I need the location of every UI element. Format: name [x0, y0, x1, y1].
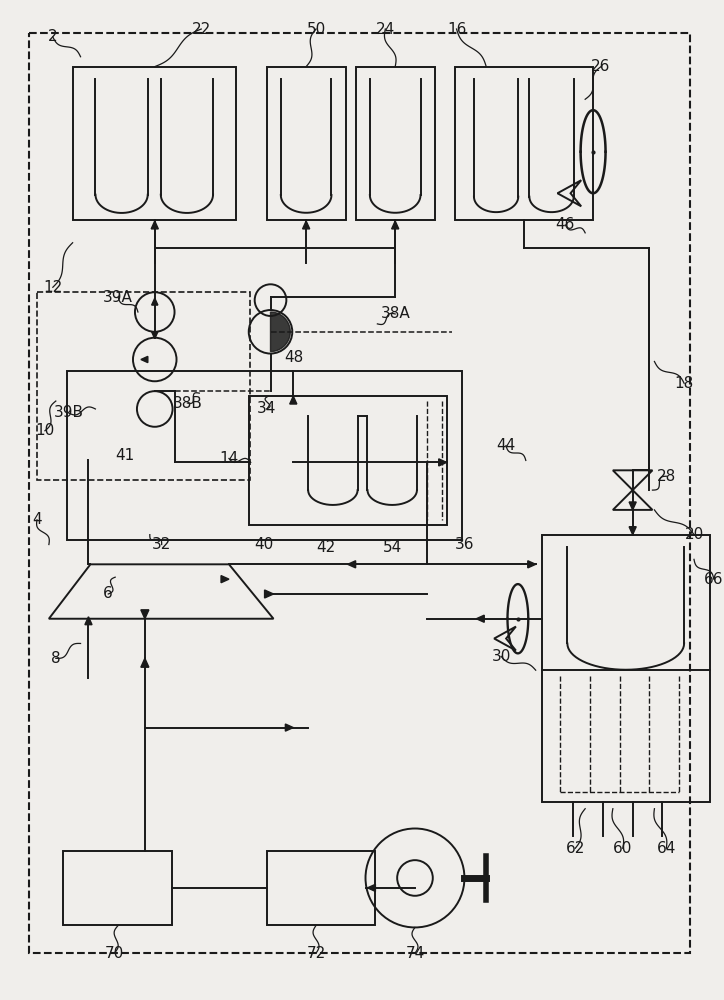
Bar — [63, 851, 172, 925]
Text: 60: 60 — [613, 841, 633, 856]
Text: 50: 50 — [306, 22, 326, 37]
Text: 39B: 39B — [54, 405, 84, 420]
Text: 46: 46 — [556, 217, 575, 232]
Polygon shape — [151, 298, 158, 305]
Polygon shape — [290, 396, 297, 404]
Polygon shape — [303, 221, 310, 229]
Text: 41: 41 — [115, 448, 135, 463]
Polygon shape — [151, 332, 158, 339]
Text: 64: 64 — [657, 841, 676, 856]
Text: 4: 4 — [32, 512, 42, 527]
Polygon shape — [85, 617, 92, 625]
Text: 20: 20 — [684, 527, 704, 542]
Text: 72: 72 — [306, 946, 326, 961]
Text: 30: 30 — [492, 649, 510, 664]
Polygon shape — [141, 610, 149, 619]
Text: 39A: 39A — [104, 290, 133, 305]
Polygon shape — [629, 527, 636, 535]
Text: 74: 74 — [405, 946, 424, 961]
Text: 54: 54 — [382, 540, 402, 555]
Polygon shape — [629, 502, 636, 510]
Text: 44: 44 — [497, 438, 515, 453]
Text: 8: 8 — [51, 651, 61, 666]
Text: 10: 10 — [35, 423, 54, 438]
Polygon shape — [285, 724, 293, 731]
Bar — [67, 371, 463, 540]
Bar — [266, 851, 376, 925]
Text: 22: 22 — [192, 22, 211, 37]
Text: 2: 2 — [48, 29, 58, 44]
Polygon shape — [264, 590, 274, 598]
Text: 34: 34 — [257, 401, 277, 416]
Polygon shape — [476, 615, 484, 622]
Text: 6: 6 — [104, 586, 113, 601]
Polygon shape — [271, 312, 290, 352]
Polygon shape — [368, 884, 376, 891]
Polygon shape — [141, 658, 149, 667]
Polygon shape — [141, 356, 148, 363]
Text: 18: 18 — [675, 376, 694, 391]
Bar — [249, 396, 447, 525]
Bar — [455, 67, 593, 220]
Bar — [355, 67, 435, 220]
Polygon shape — [528, 561, 536, 568]
Text: 66: 66 — [704, 572, 723, 587]
Text: 62: 62 — [565, 841, 585, 856]
Text: 26: 26 — [592, 59, 610, 74]
Text: 14: 14 — [219, 451, 239, 466]
Text: 32: 32 — [152, 537, 172, 552]
Text: 70: 70 — [104, 946, 124, 961]
Polygon shape — [392, 221, 399, 229]
Bar — [37, 292, 250, 480]
Text: 12: 12 — [43, 280, 62, 295]
Text: 16: 16 — [447, 22, 466, 37]
Text: 28: 28 — [657, 469, 676, 484]
Text: 48: 48 — [285, 350, 304, 365]
Text: 38B: 38B — [172, 396, 202, 411]
Text: 42: 42 — [316, 540, 335, 555]
Bar — [72, 67, 236, 220]
Text: 40: 40 — [254, 537, 273, 552]
Polygon shape — [348, 561, 355, 568]
Polygon shape — [221, 576, 229, 583]
Text: 24: 24 — [376, 22, 395, 37]
Bar — [542, 535, 710, 802]
Text: 36: 36 — [455, 537, 474, 552]
Polygon shape — [439, 459, 447, 466]
Bar — [266, 67, 346, 220]
Text: 38A: 38A — [380, 306, 410, 321]
Polygon shape — [151, 221, 159, 229]
